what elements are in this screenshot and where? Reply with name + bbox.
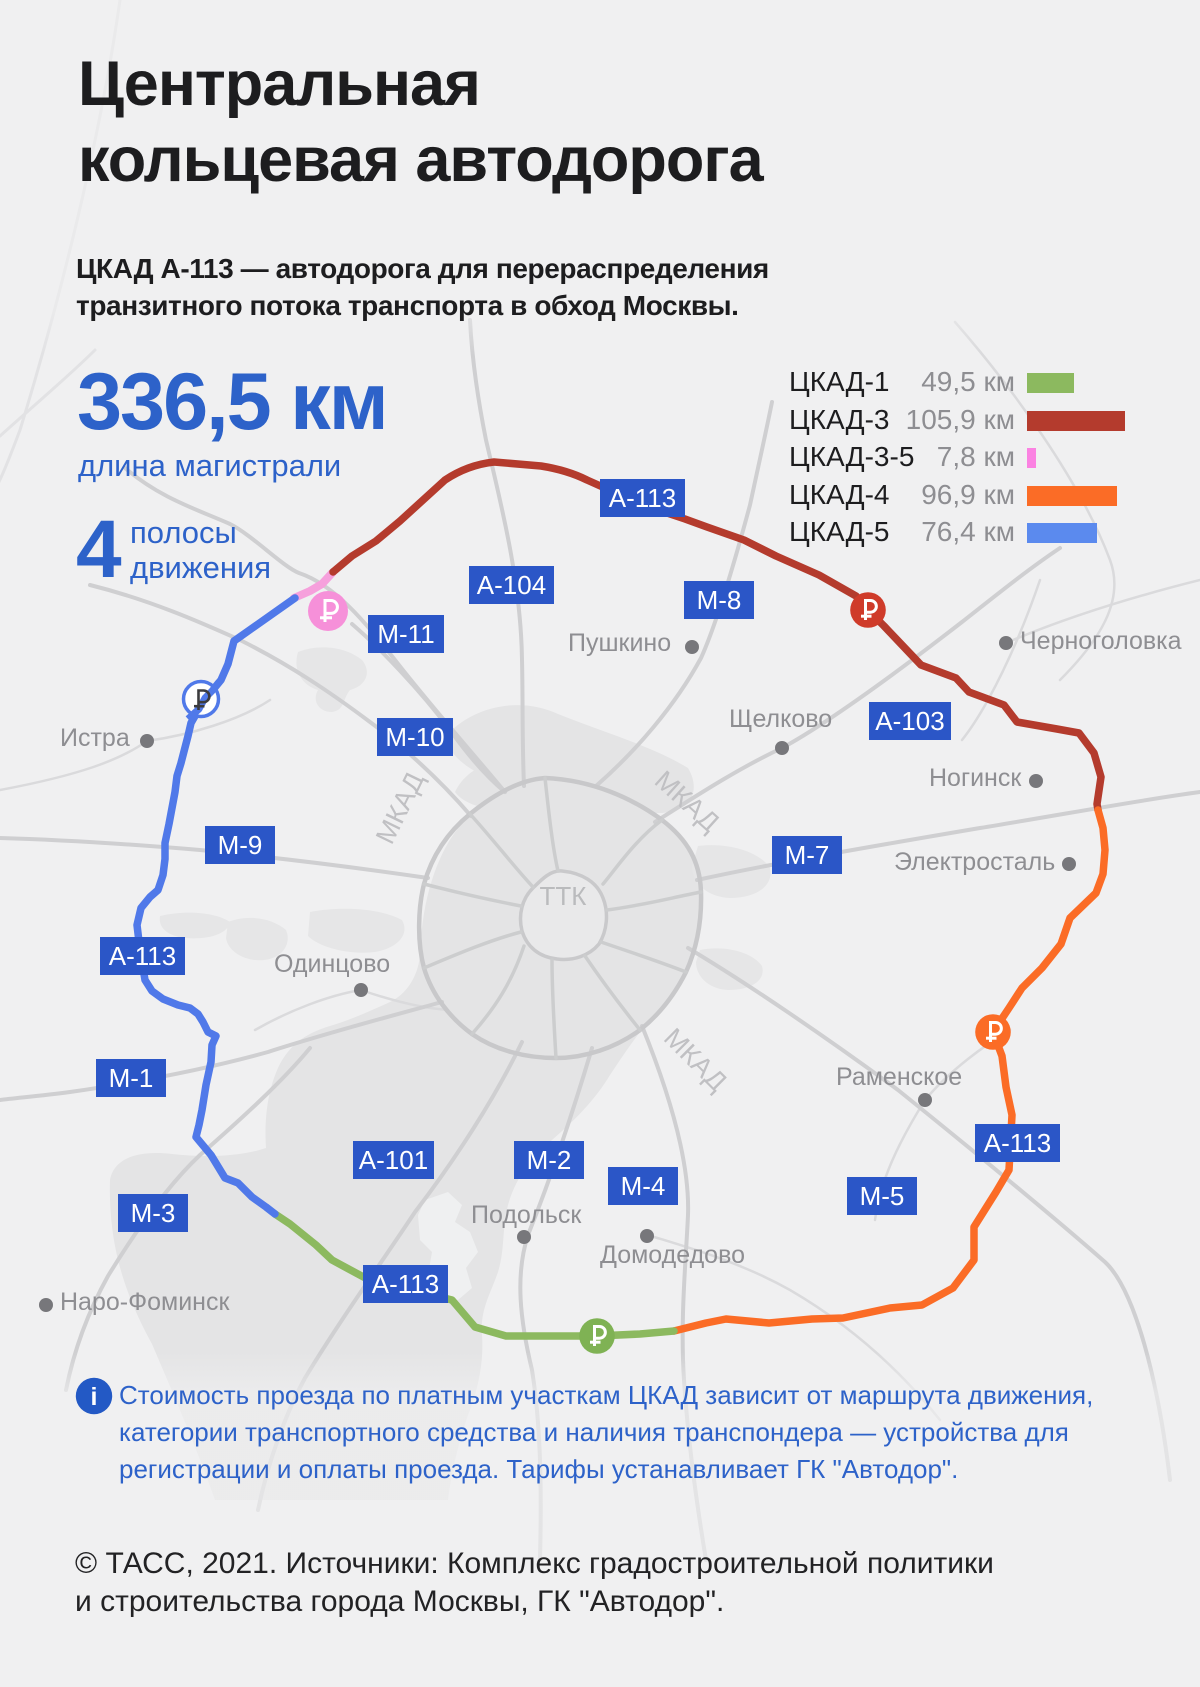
svg-text:МКАД: МКАД — [370, 768, 430, 849]
svg-text:i: i — [91, 1383, 98, 1411]
svg-text:ТТК: ТТК — [540, 881, 587, 911]
svg-text:МКАД: МКАД — [658, 1022, 733, 1097]
